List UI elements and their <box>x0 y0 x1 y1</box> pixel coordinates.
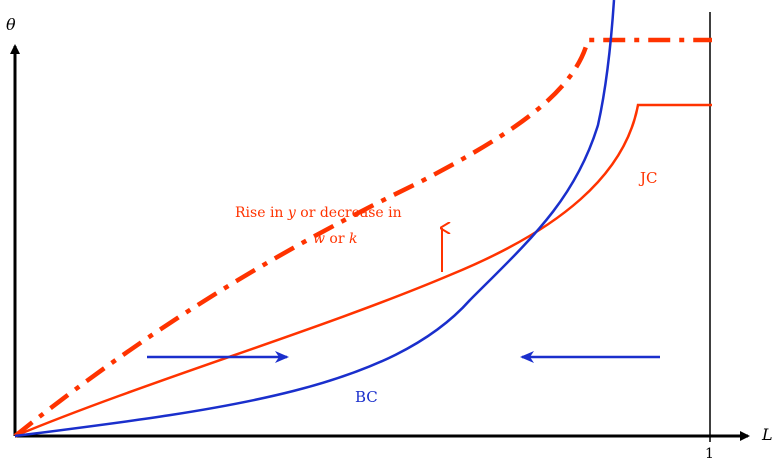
x-axis-label: L <box>761 425 773 444</box>
shift-annotation-line2: w or k <box>313 231 358 247</box>
annotation-or: or <box>325 231 349 247</box>
jc-label: JC <box>638 169 658 187</box>
jc-shifted-curve <box>15 40 712 436</box>
x-tick-label: 1 <box>705 446 714 462</box>
shift-annotation-line1: Rise in y or decrease in <box>235 205 402 221</box>
annotation-suffix: or decrease in <box>296 205 402 221</box>
annotation-prefix: Rise in <box>235 205 288 221</box>
y-axis-label: θ <box>6 15 16 34</box>
bc-label: BC <box>355 388 378 406</box>
annotation-var-k: k <box>349 231 357 247</box>
jc-curve <box>15 105 712 436</box>
annotation-var-w: w <box>313 231 325 247</box>
